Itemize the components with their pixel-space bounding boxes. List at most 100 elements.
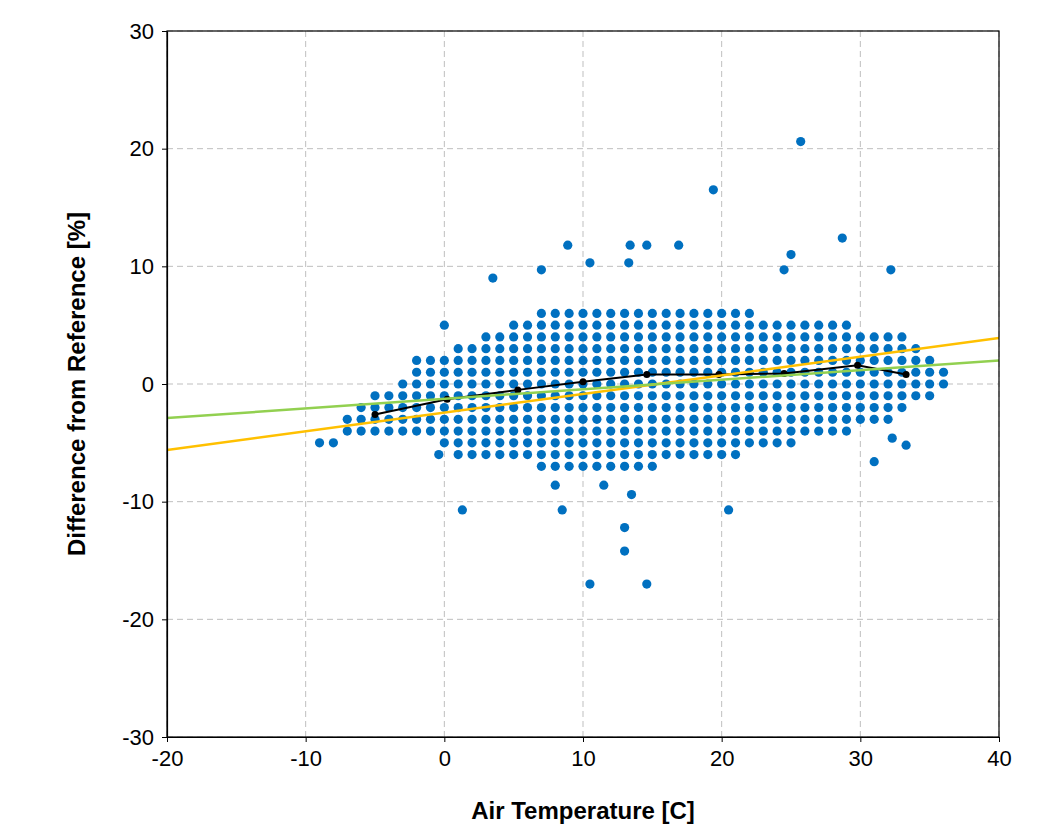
scatter-point [779,265,788,274]
scatter-point [883,332,892,341]
scatter-point [606,438,615,447]
scatter-point [814,403,823,412]
scatter-point [426,356,435,365]
scatter-point [642,241,651,250]
scatter-point [883,403,892,412]
tick-mark [162,31,167,32]
scatter-point [578,438,587,447]
y-axis: -30-20-100102030 [122,19,167,750]
scatter-point [578,332,587,341]
line-marker [903,371,910,378]
scatter-point [578,321,587,330]
scatter-point [745,332,754,341]
scatter-point [856,403,865,412]
scatter-point [911,391,920,400]
scatter-point [745,309,754,318]
scatter-point [856,344,865,353]
scatter-point [731,344,740,353]
scatter-point [717,450,726,459]
grid [167,31,999,737]
scatter-point [620,321,629,330]
scatter-point [537,438,546,447]
scatter-point [703,344,712,353]
scatter-point [620,403,629,412]
tick-mark [583,737,584,742]
scatter-point [731,450,740,459]
scatter-point [717,438,726,447]
x-axis: -20-10010203040 [152,737,1012,771]
tick-label: 10 [571,746,595,771]
tick-mark [162,737,167,738]
scatter-point [606,356,615,365]
scatter-point [384,426,393,435]
scatter-point [578,462,587,471]
scatter-point [662,403,671,412]
scatter-point [592,403,601,412]
scatter-point [897,332,906,341]
scatter-point [648,450,657,459]
scatter-point [592,438,601,447]
scatter-point [523,403,532,412]
scatter-point [620,356,629,365]
scatter-point [773,356,782,365]
scatter-point [759,332,768,341]
scatter-point [925,379,934,388]
scatter-point [467,356,476,365]
scatter-point [509,368,518,377]
scatter-point [606,415,615,424]
scatter-point [703,403,712,412]
tick: -20 [152,737,184,771]
scatter-point [495,356,504,365]
scatter-point [703,426,712,435]
line [167,360,999,418]
scatter-point [412,368,421,377]
scatter-point [911,356,920,365]
scatter-point [675,309,684,318]
line-marker [580,378,587,385]
scatter-point [620,368,629,377]
scatter-point [675,450,684,459]
scatter-point [426,426,435,435]
scatter-point [662,438,671,447]
scatter-point [796,137,805,146]
tick-mark [162,149,167,150]
scatter-point [786,426,795,435]
scatter-point [440,321,449,330]
scatter-point [440,426,449,435]
scatter-point [481,379,490,388]
scatter-point [426,379,435,388]
scatter-point [773,426,782,435]
scatter-point [426,368,435,377]
scatter-point [620,415,629,424]
scatter-point [370,391,379,400]
scatter-point [828,344,837,353]
scatter-point [828,415,837,424]
scatter-point [606,426,615,435]
scatter-point [911,379,920,388]
scatter-point [856,415,865,424]
scatter-point [606,321,615,330]
scatter-point [481,332,490,341]
tick-mark [167,737,168,742]
scatter-point [773,379,782,388]
tick-label: 40 [987,746,1011,771]
scatter-point [842,415,851,424]
scatter-point [592,462,601,471]
scatter-point [662,356,671,365]
scatter-point [537,309,546,318]
scatter-point [800,426,809,435]
scatter-point [509,415,518,424]
series-2 [167,338,999,450]
scatter-point [357,426,366,435]
scatter-point [495,438,504,447]
scatter-point [648,438,657,447]
scatter-point [592,344,601,353]
scatter-point [627,490,636,499]
scatter-point [800,391,809,400]
x-axis-title: Air Temperature [C] [471,797,695,824]
scatter-point [565,356,574,365]
tick-mark [306,737,307,742]
scatter-point [434,450,443,459]
scatter-point [537,462,546,471]
scatter-point [315,438,324,447]
